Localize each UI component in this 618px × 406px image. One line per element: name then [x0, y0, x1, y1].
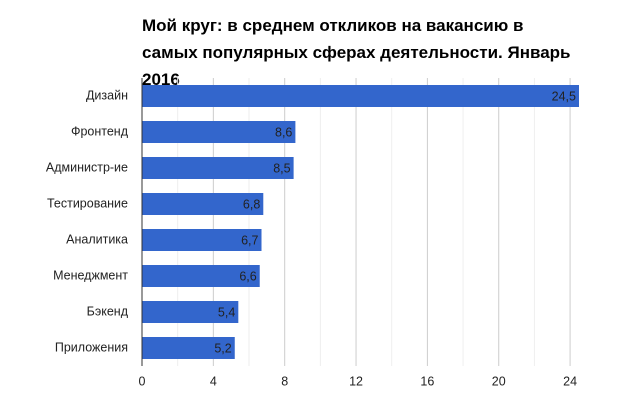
value-label: 6,8	[243, 197, 260, 211]
bar	[142, 157, 294, 179]
value-label: 6,7	[241, 233, 258, 247]
x-tick-label: 4	[210, 374, 217, 388]
bar	[142, 193, 264, 215]
bar	[142, 229, 262, 251]
x-tick-label: 0	[139, 374, 146, 388]
value-label: 5,4	[218, 305, 235, 319]
x-tick-label: 16	[420, 374, 434, 388]
y-tick-label: Менеджмент	[53, 268, 128, 282]
value-label: 24,5	[552, 89, 576, 103]
bar	[142, 85, 579, 107]
x-tick-label: 24	[563, 374, 577, 388]
x-tick-label: 20	[492, 374, 506, 388]
bar	[142, 265, 260, 287]
y-tick-label: Приложения	[55, 340, 128, 354]
value-label: 8,5	[273, 161, 290, 175]
value-label: 6,6	[239, 269, 256, 283]
value-label: 8,6	[275, 125, 292, 139]
x-tick-label: 12	[349, 374, 363, 388]
y-tick-label: Бэкенд	[87, 304, 129, 318]
bar	[142, 301, 239, 323]
y-tick-label: Тестирование	[47, 196, 128, 210]
bar	[142, 121, 296, 143]
y-tick-label: Дизайн	[86, 88, 128, 102]
value-label: 5,2	[214, 341, 231, 355]
chart-title: Мой круг: в среднем откликов на вакансию…	[142, 16, 571, 89]
y-tick-label: Администр-ие	[46, 160, 128, 174]
y-tick-label: Фронтенд	[71, 124, 129, 138]
y-tick-label: Аналитика	[66, 232, 128, 246]
x-tick-label: 8	[281, 374, 288, 388]
bar	[142, 337, 235, 359]
